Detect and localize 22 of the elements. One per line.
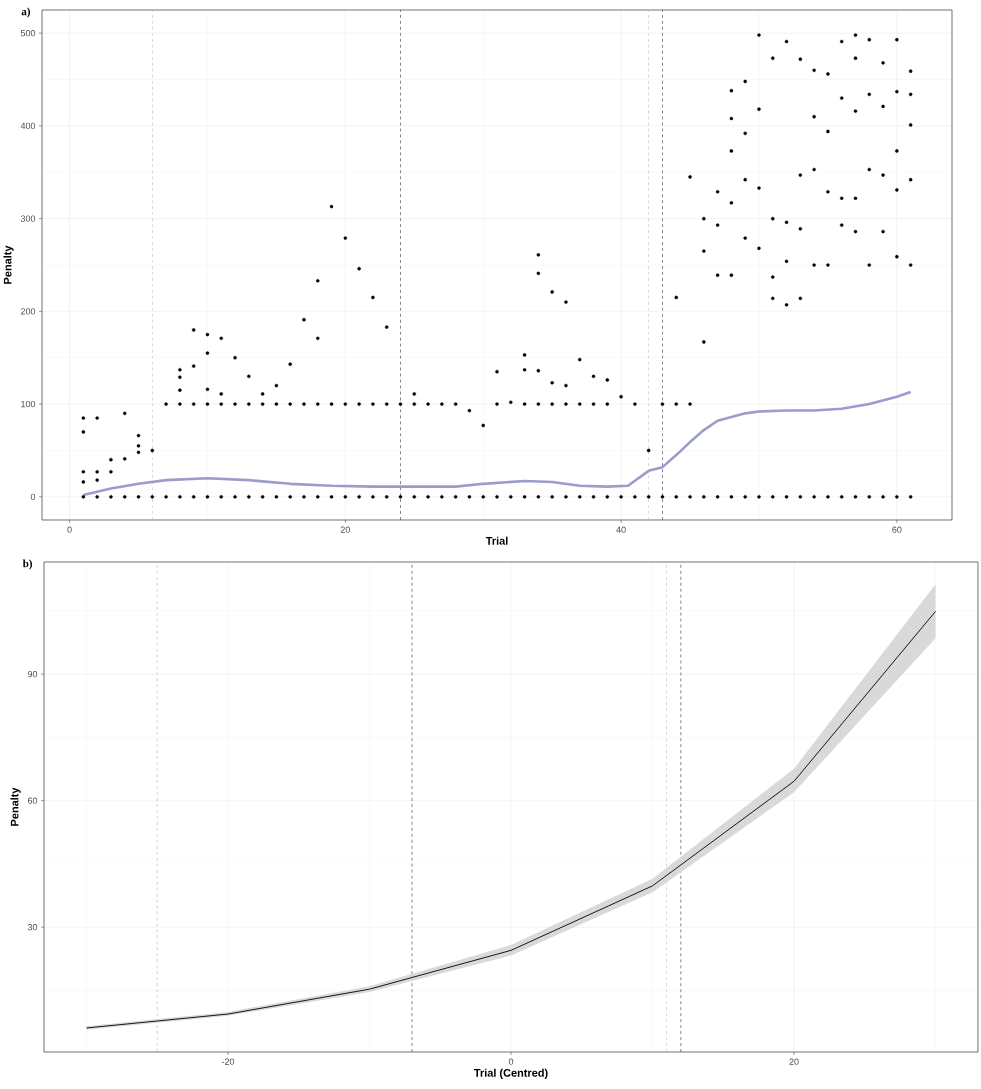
y-tick-label: 500 (20, 29, 36, 37)
x-tick-label: 40 (616, 526, 626, 533)
y-tick-label: 60 (27, 797, 38, 804)
x-tick-label: 20 (340, 526, 350, 533)
y-tick-label: 0 (30, 493, 36, 500)
y-tick-label: 30 (27, 924, 38, 931)
chart-title: a) (21, 7, 30, 18)
y-axis-title: Penalty (10, 787, 21, 826)
y-axis-title: Penalty (3, 245, 14, 284)
x-tick-label: 60 (892, 526, 902, 533)
y-tick-label: 200 (20, 308, 36, 315)
x-axis-title: Trial (485, 536, 508, 545)
x-tick-label: 0 (508, 1058, 514, 1065)
x-tick-label: 20 (789, 1058, 799, 1065)
chart-title: b) (22, 559, 32, 570)
y-tick-label: 90 (27, 670, 38, 678)
x-tick-label: 0 (67, 526, 72, 533)
y-tick-label: 400 (20, 122, 36, 130)
y-tick-label: 300 (20, 215, 36, 222)
y-tick-label: 100 (21, 400, 36, 408)
x-axis-title: Trial (Centred) (473, 1068, 548, 1079)
x-tick-label: -20 (221, 1058, 235, 1065)
